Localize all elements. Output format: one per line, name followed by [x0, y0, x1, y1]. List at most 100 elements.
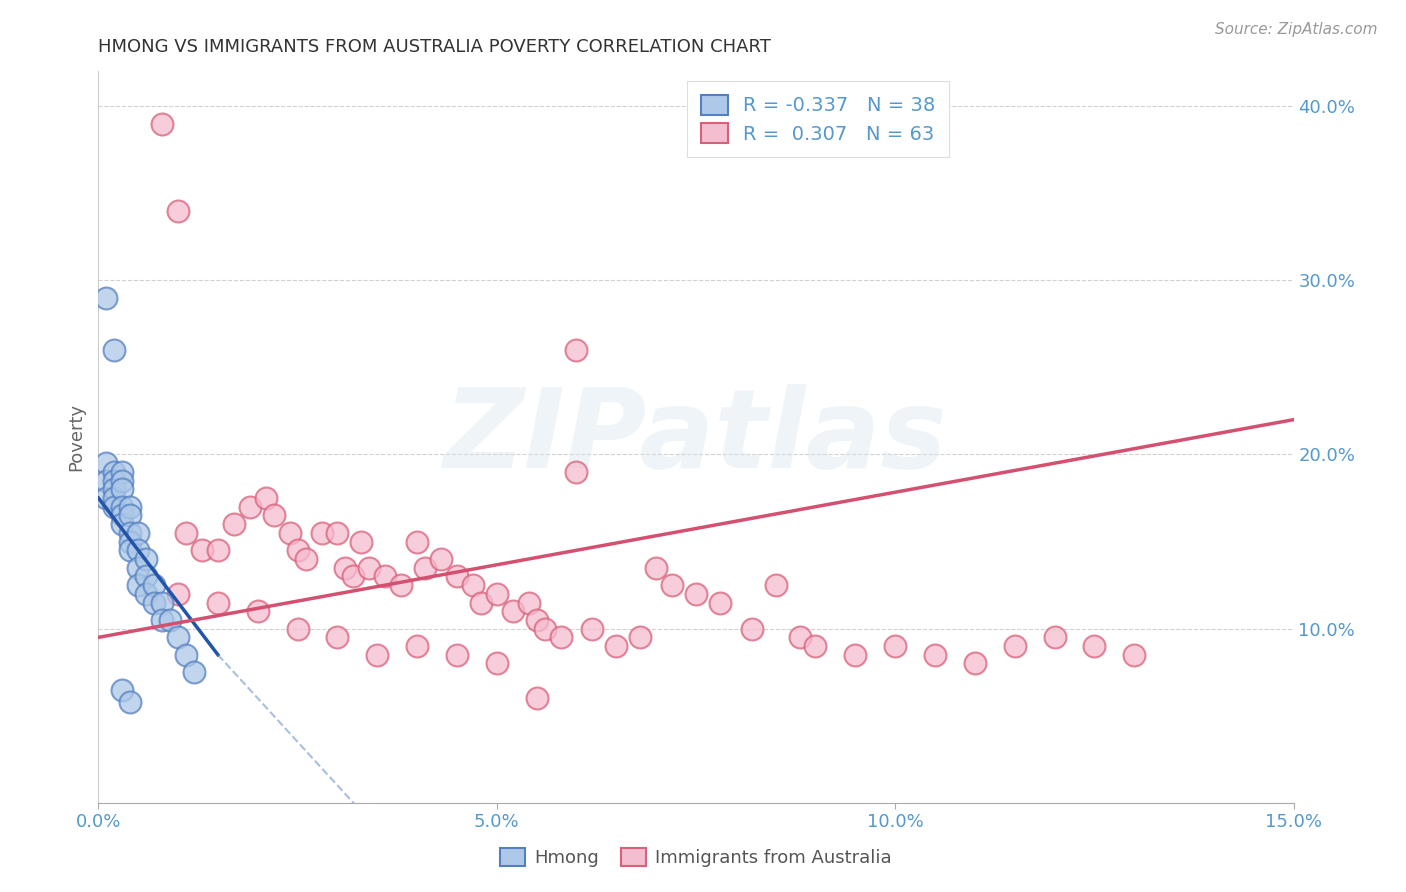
Point — [526, 691, 548, 706]
Point — [159, 613, 181, 627]
Point — [326, 525, 349, 540]
Point — [207, 543, 229, 558]
Point — [413, 560, 436, 574]
Point — [120, 695, 142, 709]
Point — [167, 203, 190, 218]
Point — [111, 508, 134, 523]
Point — [628, 631, 651, 645]
Point — [174, 525, 197, 540]
Point — [222, 517, 245, 532]
Point — [254, 491, 277, 505]
Point — [127, 578, 149, 592]
Point — [446, 569, 468, 583]
Point — [446, 648, 468, 662]
Point — [311, 525, 333, 540]
Point — [685, 587, 707, 601]
Point — [111, 500, 134, 514]
Point — [143, 595, 166, 609]
Point — [135, 569, 157, 583]
Point — [111, 517, 134, 532]
Point — [533, 622, 555, 636]
Point — [350, 534, 373, 549]
Legend: Hmong, Immigrants from Australia: Hmong, Immigrants from Australia — [494, 840, 898, 874]
Point — [550, 631, 572, 645]
Point — [470, 595, 492, 609]
Point — [1123, 648, 1146, 662]
Point — [765, 578, 787, 592]
Point — [183, 665, 205, 680]
Point — [804, 639, 827, 653]
Point — [884, 639, 907, 653]
Point — [517, 595, 540, 609]
Point — [103, 465, 125, 479]
Point — [103, 343, 125, 357]
Point — [963, 657, 986, 671]
Point — [103, 500, 125, 514]
Point — [430, 552, 453, 566]
Point — [167, 631, 190, 645]
Point — [1004, 639, 1026, 653]
Point — [581, 622, 603, 636]
Point — [96, 456, 118, 470]
Point — [326, 631, 349, 645]
Point — [150, 613, 173, 627]
Point — [645, 560, 668, 574]
Point — [120, 534, 142, 549]
Point — [127, 525, 149, 540]
Point — [135, 552, 157, 566]
Point — [789, 631, 811, 645]
Point — [461, 578, 484, 592]
Point — [741, 622, 763, 636]
Text: ZIPatlas: ZIPatlas — [444, 384, 948, 491]
Point — [207, 595, 229, 609]
Point — [287, 543, 309, 558]
Point — [120, 500, 142, 514]
Y-axis label: Poverty: Poverty — [67, 403, 86, 471]
Text: HMONG VS IMMIGRANTS FROM AUSTRALIA POVERTY CORRELATION CHART: HMONG VS IMMIGRANTS FROM AUSTRALIA POVER… — [98, 38, 772, 56]
Point — [103, 474, 125, 488]
Point — [342, 569, 364, 583]
Point — [167, 587, 190, 601]
Point — [335, 560, 357, 574]
Point — [150, 595, 173, 609]
Point — [111, 682, 134, 697]
Point — [287, 622, 309, 636]
Point — [127, 560, 149, 574]
Point — [103, 483, 125, 497]
Point — [565, 465, 588, 479]
Point — [1043, 631, 1066, 645]
Point — [120, 508, 142, 523]
Point — [526, 613, 548, 627]
Point — [111, 465, 134, 479]
Point — [103, 491, 125, 505]
Point — [485, 587, 508, 601]
Point — [565, 343, 588, 357]
Point — [485, 657, 508, 671]
Point — [389, 578, 412, 592]
Point — [359, 560, 381, 574]
Point — [661, 578, 683, 592]
Point — [111, 474, 134, 488]
Point — [406, 534, 429, 549]
Point — [135, 587, 157, 601]
Point — [96, 291, 118, 305]
Point — [502, 604, 524, 618]
Point — [174, 648, 197, 662]
Point — [239, 500, 262, 514]
Point — [120, 525, 142, 540]
Point — [605, 639, 627, 653]
Point — [127, 543, 149, 558]
Point — [246, 604, 269, 618]
Point — [374, 569, 396, 583]
Point — [120, 543, 142, 558]
Point — [263, 508, 285, 523]
Text: Source: ZipAtlas.com: Source: ZipAtlas.com — [1215, 22, 1378, 37]
Point — [143, 578, 166, 592]
Point — [844, 648, 866, 662]
Point — [278, 525, 301, 540]
Point — [294, 552, 316, 566]
Point — [96, 491, 118, 505]
Point — [1083, 639, 1105, 653]
Point — [709, 595, 731, 609]
Point — [406, 639, 429, 653]
